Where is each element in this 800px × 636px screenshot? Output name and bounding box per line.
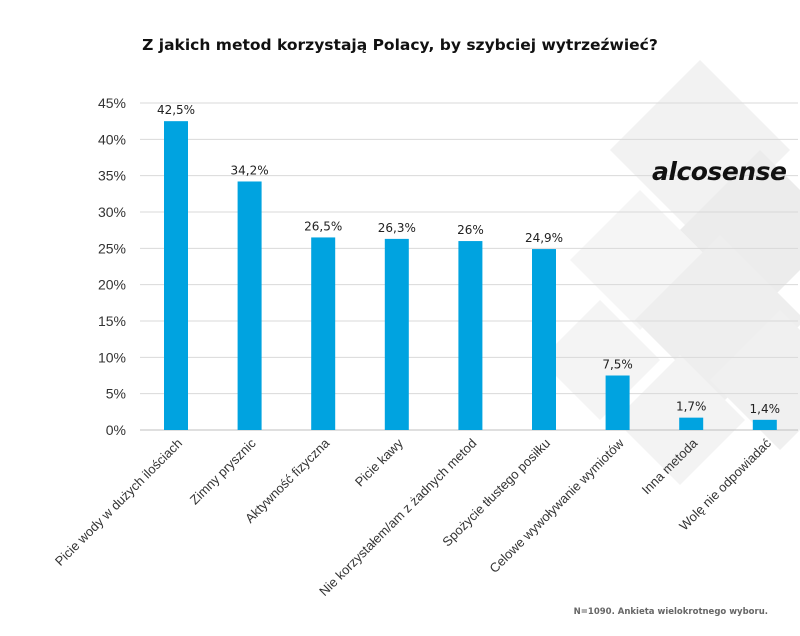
bar xyxy=(384,238,409,430)
x-tick-label: Celowe wywoływanie wymiotów xyxy=(486,435,627,576)
data-label: 42,5% xyxy=(157,103,195,117)
y-tick-label: 15% xyxy=(98,313,126,329)
y-tick-label: 5% xyxy=(106,386,126,402)
y-tick-label: 25% xyxy=(98,240,126,256)
y-tick-label: 20% xyxy=(98,277,126,293)
data-label: 34,2% xyxy=(231,163,269,177)
x-tick-label: Picie wody w dużych ilościach xyxy=(52,436,185,569)
data-label: 26,5% xyxy=(304,219,342,233)
x-tick-label: Picie kawy xyxy=(352,435,406,489)
y-tick-label: 0% xyxy=(106,422,126,438)
data-label: 26,3% xyxy=(378,221,416,235)
brand-logo: alcosense xyxy=(652,157,787,186)
background-diamond xyxy=(540,300,660,420)
x-tick-label: Inna metoda xyxy=(639,435,701,497)
bar xyxy=(164,121,188,431)
bar xyxy=(605,375,630,430)
bar xyxy=(752,419,777,430)
bar xyxy=(237,181,262,430)
bar xyxy=(679,417,704,430)
data-label: 24,9% xyxy=(525,231,563,245)
y-tick-label: 35% xyxy=(98,168,126,184)
bar xyxy=(311,237,336,430)
chart-title: Z jakich metod korzystają Polacy, by szy… xyxy=(142,36,658,54)
bar xyxy=(458,241,483,430)
background-diamond xyxy=(680,150,800,310)
footnote: N=1090. Ankieta wielokrotnego wyboru. xyxy=(573,607,768,617)
x-tick-label: Zimny prysznic xyxy=(187,435,259,507)
x-tick-label: Nie korzystałem/am z żadnych metod xyxy=(316,436,479,599)
data-label: 26% xyxy=(457,223,484,237)
y-tick-label: 30% xyxy=(98,204,126,220)
data-label: 7,5% xyxy=(602,358,633,372)
data-label: 1,7% xyxy=(676,400,707,414)
background-diamond xyxy=(710,310,800,450)
y-tick-label: 10% xyxy=(98,349,126,365)
bar xyxy=(532,249,556,430)
y-tick-label: 40% xyxy=(98,131,126,147)
data-label: 1,4% xyxy=(750,402,781,416)
y-tick-label: 45% xyxy=(98,95,126,111)
